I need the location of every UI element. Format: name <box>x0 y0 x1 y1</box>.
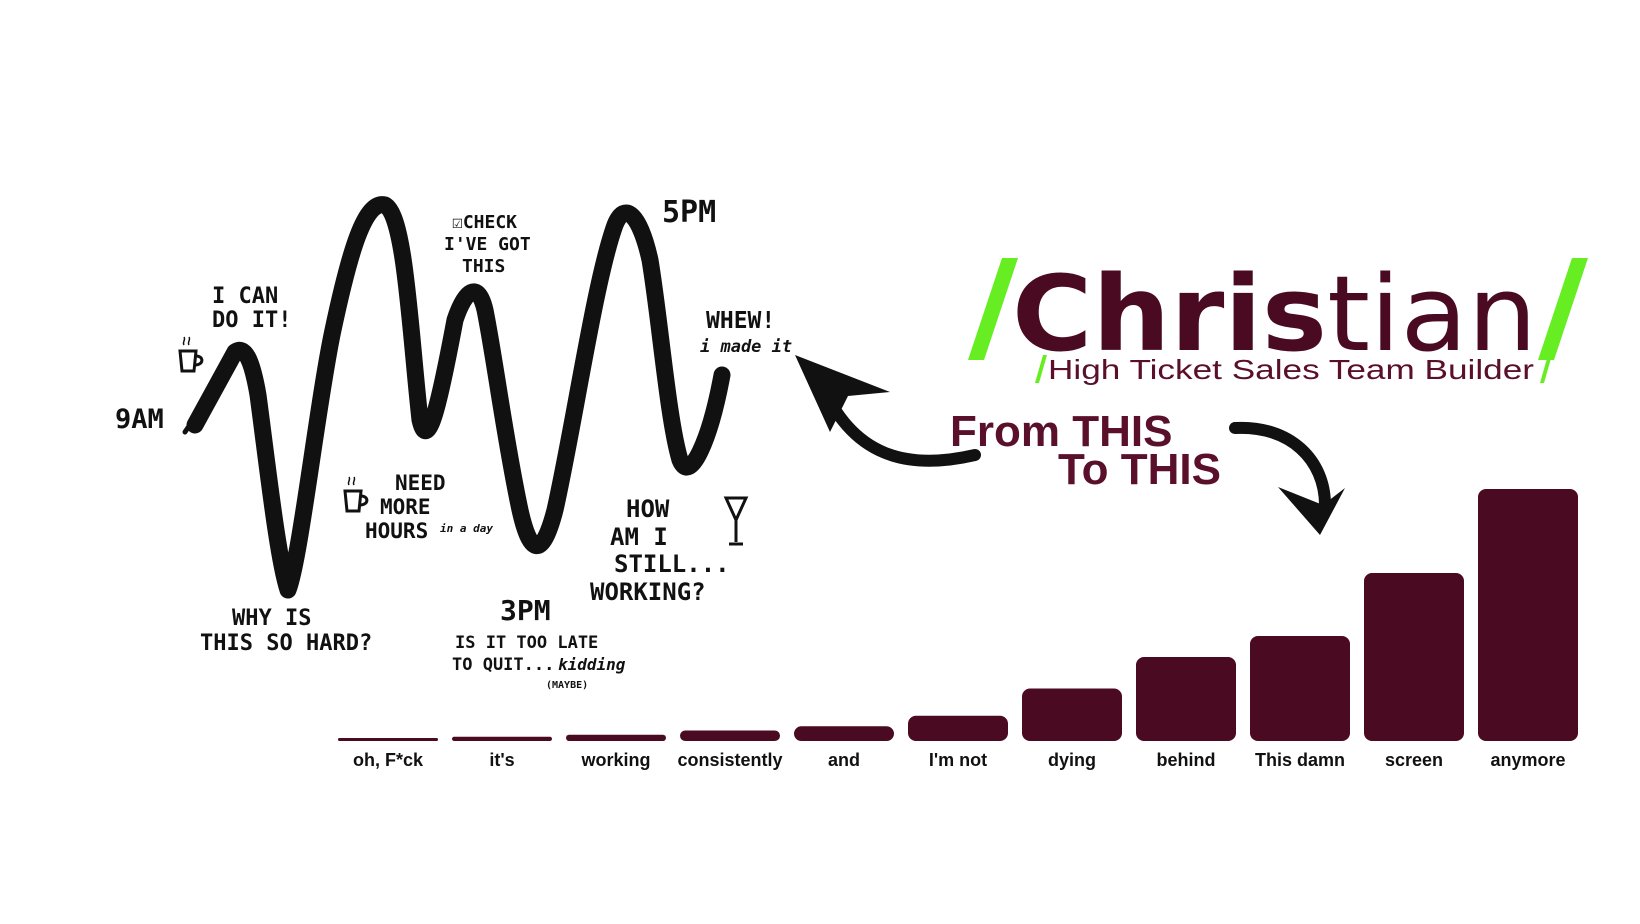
bar-0 <box>338 738 438 741</box>
bar-label-6: dying <box>1048 750 1096 770</box>
label-kidding: kidding <box>558 655 626 674</box>
label-whew: WHEW! <box>706 308 775 334</box>
label-3pm: 3PM <box>500 594 551 627</box>
bar-label-5: I'm not <box>929 750 987 770</box>
label-do-it: DO IT! <box>212 308 291 333</box>
label-hours: HOURS <box>365 519 428 543</box>
bar-5 <box>908 715 1008 741</box>
bar-chart: oh, F*ck it's working consistently and I'm no… <box>338 489 1578 770</box>
label-how: HOW <box>626 495 670 523</box>
bar-4 <box>794 726 894 741</box>
bar-label-10: anymore <box>1490 750 1565 770</box>
label-ive-got: I'VE GOT <box>444 234 531 255</box>
label-need: NEED <box>395 471 446 495</box>
label-to-quit: TO QUIT... <box>452 655 554 675</box>
label-9am: 9AM <box>115 404 164 435</box>
bar-label-0: oh, F*ck <box>353 750 424 770</box>
bar-3 <box>680 730 780 741</box>
logo-name-light: tian <box>1327 253 1537 375</box>
label-working: WORKING? <box>590 578 706 606</box>
label-check: ☑CHECK <box>452 212 517 233</box>
brand-logo: Chris tian High Ticket Sales Team Builder <box>968 253 1588 385</box>
label-this-so-hard: THIS SO HARD? <box>200 631 372 656</box>
bar-7 <box>1136 657 1236 741</box>
label-this: THIS <box>462 256 505 277</box>
bar-9 <box>1364 573 1464 741</box>
label-i-can: I CAN <box>212 284 278 309</box>
bar-1 <box>452 736 552 741</box>
bar-label-2: working <box>580 750 650 770</box>
arrow-right-curve <box>1229 421 1331 511</box>
label-still: STILL... <box>614 550 730 578</box>
coffee-cup-icon <box>178 336 204 373</box>
label-maybe: (MAYBE) <box>546 680 588 691</box>
tagline-slash-right <box>1540 355 1552 383</box>
label-i-made-it: i made it <box>700 337 792 357</box>
bar-10 <box>1478 489 1578 741</box>
doodle-wave-start-line <box>182 407 203 435</box>
label-more: MORE <box>380 495 431 519</box>
label-is-it-too-late: IS IT TOO LATE <box>455 633 598 653</box>
label-5pm: 5PM <box>662 195 716 230</box>
callout-from-this: From THIS <box>950 407 1172 456</box>
logo-tagline: High Ticket Sales Team Builder <box>1048 354 1534 385</box>
bar-label-4: and <box>828 750 860 770</box>
coffee-cup-icon <box>343 476 369 513</box>
bar-label-3: consistently <box>677 750 782 770</box>
bar-6 <box>1022 688 1122 741</box>
logo-name-bold: Chris <box>1012 253 1327 375</box>
arrow-left-head-icon <box>795 355 890 432</box>
doodle-illustration: 9AM I CAN DO IT! WHY IS THIS SO HARD? ☑C… <box>115 195 792 691</box>
callout-to-this: To THIS <box>1058 445 1221 494</box>
tagline-slash-left <box>1035 355 1047 383</box>
logo-name: Chris tian <box>1012 253 1537 375</box>
logo-slash-right <box>1538 258 1588 360</box>
doodle-wave-line <box>186 196 731 599</box>
bar-label-8: This damn <box>1255 750 1345 770</box>
martini-glass-icon <box>723 496 749 546</box>
bar-2 <box>566 734 666 741</box>
callout: From THIS To THIS <box>795 355 1345 535</box>
arrow-right-head-icon <box>1278 487 1345 535</box>
label-why-is: WHY IS <box>232 606 311 631</box>
label-in-a-day: in a day <box>440 522 493 535</box>
bar-label-9: screen <box>1385 750 1443 770</box>
bar-8 <box>1250 636 1350 741</box>
bar-label-1: it's <box>489 750 514 770</box>
label-am-i: AM I <box>610 523 668 551</box>
logo-slash-left <box>968 258 1018 360</box>
bar-label-7: behind <box>1157 750 1216 770</box>
